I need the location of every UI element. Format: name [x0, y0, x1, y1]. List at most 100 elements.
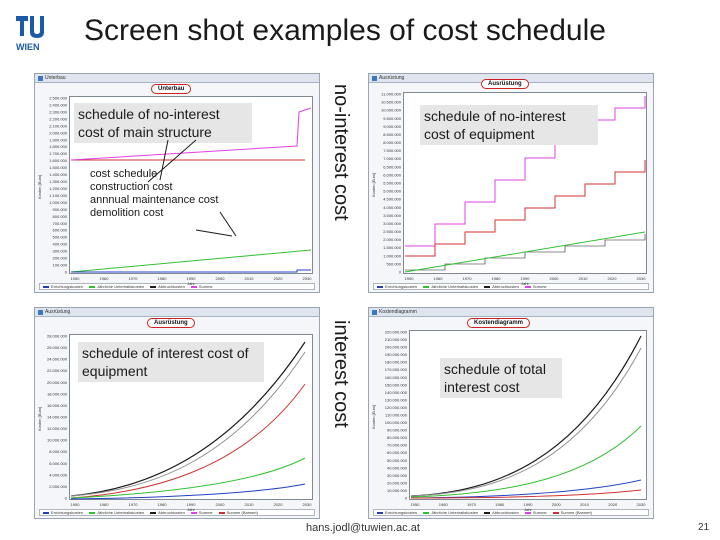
window-titlebar[interactable]: Ausrüstung — [35, 308, 319, 317]
x-tick-label: 2010 — [245, 502, 255, 507]
sum-line — [410, 335, 642, 497]
chart-title: Kostendiagramm — [467, 318, 531, 328]
legend-swatch — [150, 285, 157, 288]
window-titlebar[interactable]: Kostendiagramm — [369, 308, 653, 317]
page-number: 21 — [698, 522, 710, 533]
legend-item: Summe — [524, 284, 547, 289]
y-tick-label: 2.500.000 — [49, 96, 68, 101]
y-tick-label: 180.000.000 — [385, 360, 408, 365]
x-tick-label: 1960 — [439, 502, 449, 507]
window-titlebar[interactable]: Unterbau — [35, 74, 319, 83]
maintenance-cost-line — [70, 457, 306, 499]
y-tick-label: 70.000.000 — [387, 443, 408, 448]
legend-item: Errichtungskosten — [43, 510, 83, 515]
callout-equipment-nointerest: schedule of no-interest cost of equipmen… — [420, 105, 598, 145]
legend-item: Abbruchkosten — [484, 510, 519, 515]
y-tick-label: 3.500.000 — [383, 213, 402, 218]
list-item: demolition cost — [90, 207, 164, 219]
y-tick-label: 2.500.000 — [383, 229, 402, 234]
y-tick-label: 7.500.000 — [383, 148, 402, 153]
y-tick-label: 40.000.000 — [387, 465, 408, 470]
y-tick-label: 1.400.000 — [49, 172, 68, 177]
y-tick-label: 190.000.000 — [385, 352, 408, 357]
legend-swatch — [423, 511, 430, 514]
y-tick-label: 500.000 — [387, 261, 402, 266]
chart-title: Unterbau — [151, 84, 192, 94]
legend-item: Summe — [190, 510, 213, 515]
x-axis-label: Jahr — [521, 281, 529, 286]
x-tick-label: 2010 — [245, 276, 255, 281]
maintenance-cost-line — [410, 425, 642, 498]
x-tick-label: 2020 — [608, 276, 618, 281]
legend-swatch — [218, 511, 225, 514]
y-tick-label: 11.000.000 — [381, 92, 401, 97]
chart-p3: 28.000.000 26.000.000 24.000.000 22.000.000… — [37, 334, 312, 513]
x-tick-label: 1970 — [129, 502, 139, 507]
y-tick-label: 26.000.000 — [47, 345, 68, 350]
y-tick-label: 120.000.000 — [385, 405, 408, 410]
sum-line — [405, 96, 646, 247]
y-tick-label: 500.000 — [53, 235, 68, 240]
side-label-interest: interest cost — [330, 320, 352, 428]
y-tick-label: 0 — [65, 270, 68, 275]
x-tick-label: 1970 — [463, 276, 473, 281]
y-tick-label: 24.000.000 — [47, 357, 68, 362]
callout-main-structure: schedule of no-interest cost of main str… — [74, 103, 252, 143]
legend-swatch — [484, 511, 491, 514]
y-tick-label: 1.000.000 — [49, 200, 68, 205]
y-tick-label: 1.000.000 — [383, 253, 402, 258]
y-tick-label: 600.000 — [53, 228, 68, 233]
y-tick-label: 2.200.000 — [49, 116, 68, 121]
y-tick-label: 100.000.000 — [385, 420, 408, 425]
list-item: annnual maintenance cost — [90, 194, 219, 206]
x-tick-label: 1980 — [158, 276, 168, 281]
x-tick-label: 1970 — [467, 502, 477, 507]
tu-wien-logo: WIEN — [14, 14, 52, 54]
y-tick-label: 8.500.000 — [383, 132, 402, 137]
y-axis-label: Kosten [Euro] — [371, 405, 376, 429]
legend-item: Errichtungskosten — [43, 284, 83, 289]
sum-present-value-line — [410, 347, 642, 497]
y-tick-label: 1.600.000 — [49, 158, 68, 163]
chart-p2: 11.000.000 10.500.000 10.000.000 9.500.000 9… — [371, 92, 647, 287]
sum-present-value-line — [70, 351, 306, 497]
y-tick-label: 200.000 — [53, 256, 68, 261]
y-tick-label: 20.000.000 — [47, 380, 68, 385]
y-axis-label: Kosten [Euro] — [37, 407, 42, 431]
y-tick-label: 2.100.000 — [49, 123, 68, 128]
y-tick-label: 100.000 — [53, 263, 68, 268]
y-tick-label: 140.000.000 — [385, 390, 408, 395]
legend-swatch — [43, 511, 49, 514]
legend-item: Abbruchkosten — [150, 284, 185, 289]
demolition-cost-line — [410, 489, 642, 499]
y-tick-label: 1.500.000 — [383, 245, 402, 250]
slide-title: Screen shot examples of cost schedule — [84, 14, 606, 47]
y-tick-label: 130.000.000 — [385, 397, 408, 402]
legend-swatch — [524, 511, 531, 514]
y-tick-label: 28.000.000 — [47, 334, 68, 339]
x-tick-label: 2000 — [550, 276, 560, 281]
app-icon — [372, 76, 377, 81]
x-tick-label: 1980 — [495, 502, 505, 507]
y-tick-label: 0 — [405, 496, 408, 501]
y-tick-label: 90.000.000 — [387, 428, 408, 433]
x-tick-label: 2030 — [637, 276, 647, 281]
y-tick-label: 9.000.000 — [383, 124, 402, 129]
y-tick-label: 5.500.000 — [383, 181, 402, 186]
y-axis-label: Kosten [Euro] — [371, 173, 376, 197]
x-tick-label: 1960 — [434, 276, 444, 281]
window-title: Kostendiagramm — [379, 309, 417, 315]
legend-swatch — [377, 511, 383, 514]
legend-swatch — [484, 285, 491, 288]
y-tick-label: 8.000.000 — [49, 449, 68, 454]
x-tick-label: 1950 — [411, 502, 421, 507]
y-tick-label: 400.000 — [53, 242, 68, 247]
x-tick-label: 2000 — [216, 502, 226, 507]
construction-cost-line — [405, 160, 646, 257]
y-tick-label: 6.000.000 — [383, 172, 402, 177]
legend-swatch — [89, 511, 96, 514]
y-tick-label: 22.000.000 — [47, 368, 68, 373]
window-ausruestung-2: Ausrüstung Ausrüstung Errichtungskosten J… — [34, 307, 320, 519]
y-tick-label: 2.000.000 — [383, 237, 402, 242]
